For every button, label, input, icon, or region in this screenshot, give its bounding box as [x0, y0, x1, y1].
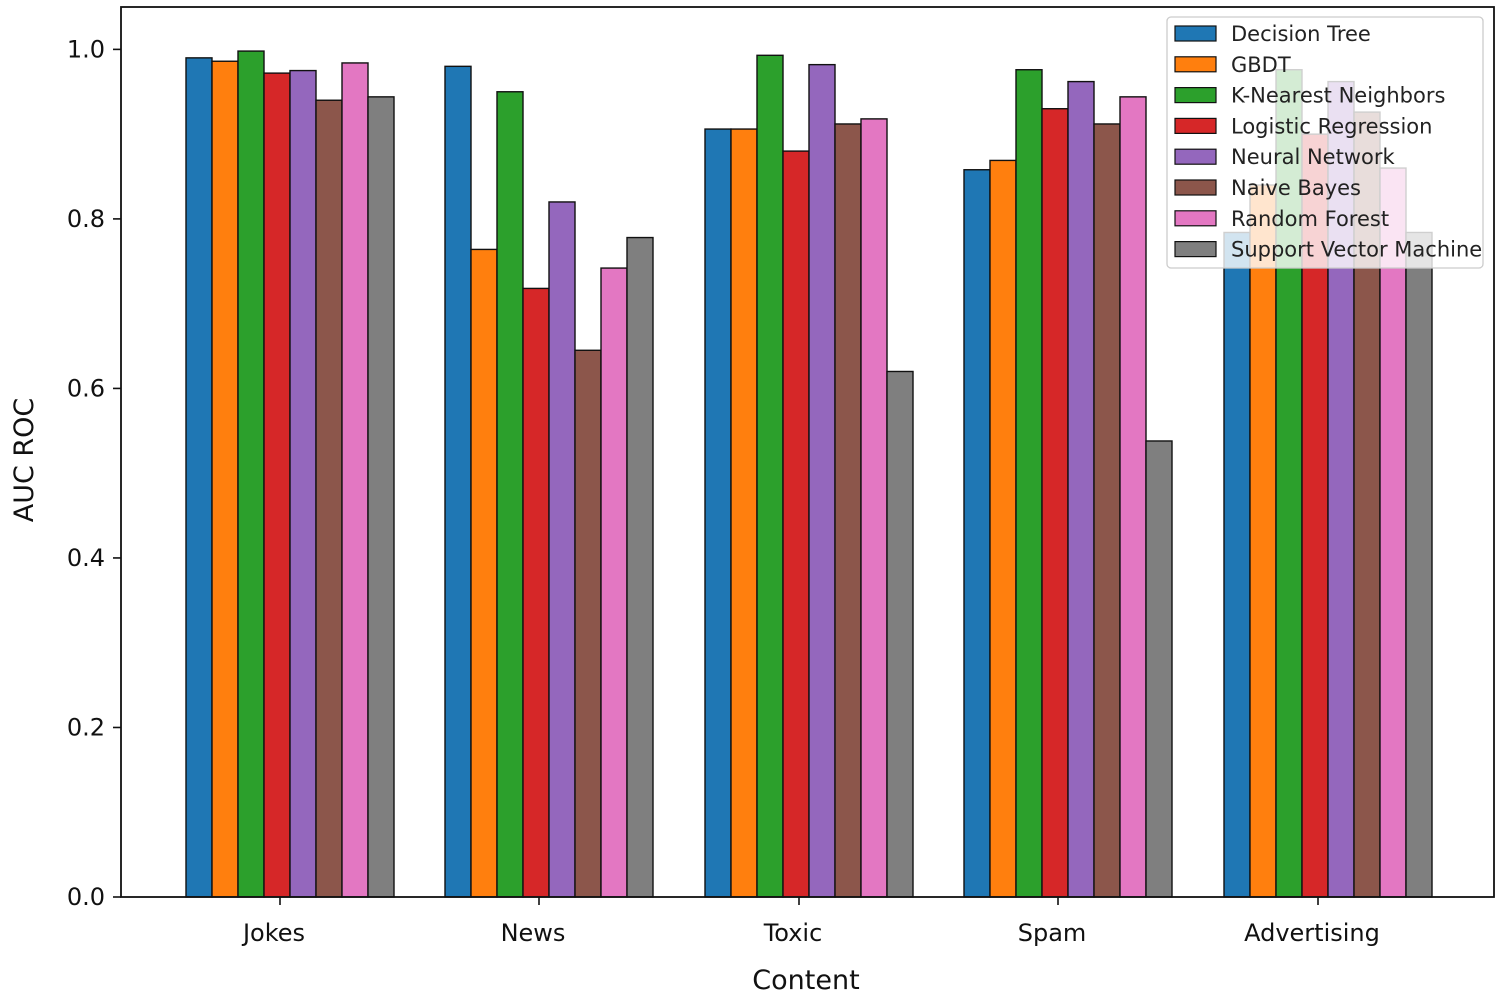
- bar-spam-logistic-regression: [1041, 108, 1069, 898]
- bar-news-naive-bayes: [574, 349, 602, 898]
- bar-jokes-naive-bayes: [315, 99, 343, 898]
- bar-spam-gbdt: [989, 159, 1017, 898]
- bar-jokes-k-nearest-neighbors: [237, 50, 265, 898]
- x-tick-label: News: [501, 919, 566, 947]
- legend-swatch: [1174, 56, 1217, 73]
- legend-label: Support Vector Machine: [1231, 238, 1482, 262]
- bar-jokes-neural-network: [289, 69, 317, 898]
- bar-advertising-decision-tree: [1223, 231, 1251, 898]
- bar-jokes-decision-tree: [185, 57, 213, 898]
- bar-news-support-vector-machine: [626, 236, 654, 898]
- bar-spam-support-vector-machine: [1145, 440, 1173, 898]
- bar-toxic-random-forest: [860, 118, 888, 898]
- plot-frame: [120, 6, 1495, 898]
- y-tick-label: 0.6: [67, 374, 105, 402]
- bar-toxic-decision-tree: [704, 128, 732, 898]
- bar-news-gbdt: [470, 248, 498, 898]
- legend-label: Random Forest: [1231, 207, 1389, 231]
- legend-swatch: [1174, 25, 1217, 42]
- legend-swatch: [1174, 148, 1217, 165]
- x-axis-title: Content: [752, 965, 859, 996]
- legend-label: Neural Network: [1231, 145, 1395, 169]
- x-tick-label: Spam: [1018, 919, 1087, 947]
- bar-toxic-logistic-regression: [782, 150, 810, 898]
- legend-label: GBDT: [1231, 53, 1291, 77]
- bar-advertising-support-vector-machine: [1405, 231, 1433, 898]
- bars: [185, 50, 1433, 898]
- y-tick-label: 0.8: [67, 205, 105, 233]
- legend-swatch: [1174, 210, 1217, 227]
- legend-frame: [1166, 16, 1484, 269]
- legend: Decision Tree GBDT K-Nearest Neighbors Logi…: [1166, 16, 1484, 269]
- y-tick-label: 1.0: [67, 35, 105, 63]
- x-tick-label: Toxic: [763, 919, 823, 947]
- bar-toxic-neural-network: [808, 63, 836, 898]
- bar-advertising-random-forest: [1379, 167, 1407, 898]
- bar-news-neural-network: [548, 201, 576, 898]
- x-tick-label: Advertising: [1244, 919, 1380, 947]
- bar-news-decision-tree: [444, 65, 472, 898]
- legend-label: Decision Tree: [1231, 22, 1371, 46]
- legend-items: Decision Tree GBDT K-Nearest Neighbors Logi…: [1174, 22, 1482, 262]
- y-tick-label: 0.2: [67, 713, 105, 741]
- legend-label: Logistic Regression: [1231, 114, 1432, 138]
- legend-swatch: [1174, 86, 1217, 104]
- legend-label: K-Nearest Neighbors: [1231, 84, 1445, 108]
- bar-news-k-nearest-neighbors: [496, 91, 524, 898]
- bar-toxic-support-vector-machine: [886, 370, 914, 898]
- legend-swatch: [1174, 241, 1217, 258]
- bar-toxic-gbdt: [730, 128, 758, 898]
- bar-advertising-gbdt: [1249, 184, 1277, 898]
- bar-toxic-naive-bayes: [834, 123, 862, 898]
- legend-label: Naive Bayes: [1231, 176, 1361, 200]
- bar-toxic-k-nearest-neighbors: [756, 54, 784, 898]
- bar-news-logistic-regression: [522, 287, 550, 898]
- y-tick-label: 0.0: [67, 883, 105, 911]
- bar-spam-naive-bayes: [1093, 123, 1121, 898]
- bar-jokes-random-forest: [341, 62, 369, 898]
- bar-news-random-forest: [600, 267, 628, 898]
- legend-swatch: [1174, 117, 1217, 135]
- bar-spam-random-forest: [1119, 96, 1147, 898]
- legend-swatch: [1174, 179, 1217, 196]
- bar-jokes-logistic-regression: [263, 72, 291, 898]
- y-tick-label: 0.4: [67, 544, 105, 572]
- bar-spam-neural-network: [1067, 80, 1095, 898]
- bar-spam-decision-tree: [963, 169, 991, 898]
- bar-jokes-support-vector-machine: [367, 96, 395, 898]
- x-axis-ticks: Jokes News Toxic Spam Advertising: [241, 897, 1380, 947]
- bar-jokes-gbdt: [211, 60, 239, 898]
- y-axis-ticks: 0.0 0.2 0.4 0.6 0.8 1.0: [67, 35, 121, 911]
- x-tick-label: Jokes: [241, 919, 305, 947]
- y-axis-title: AUC ROC: [9, 398, 40, 523]
- bar-spam-k-nearest-neighbors: [1015, 69, 1043, 898]
